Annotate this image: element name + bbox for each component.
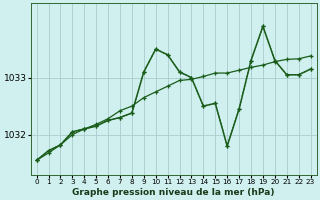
X-axis label: Graphe pression niveau de la mer (hPa): Graphe pression niveau de la mer (hPa) bbox=[72, 188, 275, 197]
